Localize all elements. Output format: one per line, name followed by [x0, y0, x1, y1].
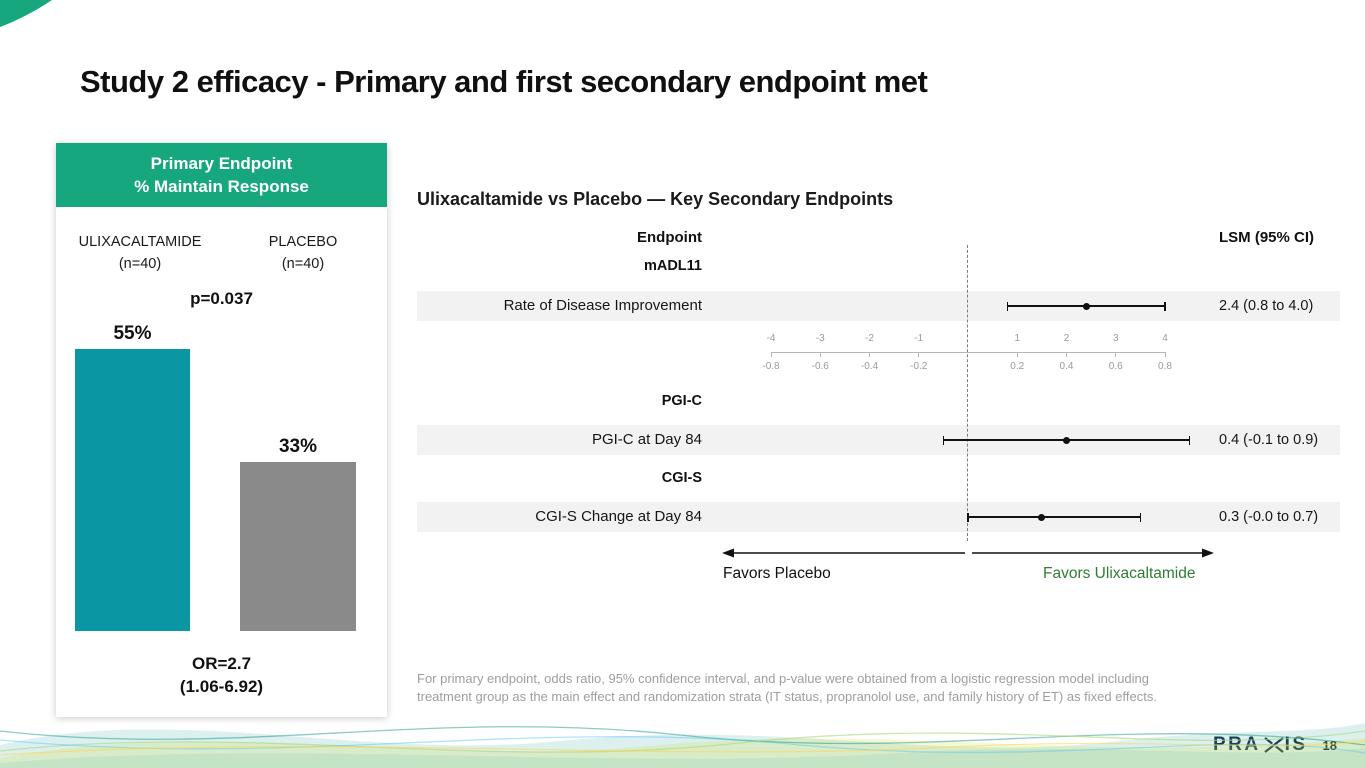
logo-text-right: IS: [1284, 734, 1308, 755]
axis-tick-mark: [819, 352, 821, 357]
axis-tick-mark: [869, 352, 870, 357]
footer: PRA IS 18: [1213, 734, 1337, 756]
axis-tick-label-top: -3: [815, 333, 825, 344]
group-label-pgic: PGI-C: [661, 393, 702, 409]
group-label-cgis: CGI-S: [661, 470, 702, 486]
ci-line: [968, 516, 1141, 518]
logo-text-left: PRA: [1212, 734, 1261, 755]
praxis-logo: PRA IS: [1213, 734, 1308, 756]
logo-x-icon: [1263, 737, 1284, 753]
axis-tick-mark: [1016, 352, 1018, 357]
axis-tick-label-bottom: 0.8: [1158, 361, 1172, 372]
ci-cap-high: [1164, 301, 1166, 311]
forest-row-stripe: [417, 502, 1340, 532]
axis-tick-label-bottom: -0.2: [910, 361, 928, 372]
odds-ratio-line2: (1.06-6.92): [179, 676, 264, 696]
ci-cap-low: [1006, 301, 1009, 311]
favors-ulixacaltamide-label: Favors Ulixacaltamide: [1043, 565, 1196, 582]
endpoint-label-row1: Rate of Disease Improvement: [503, 297, 702, 314]
lsm-value-row2: 0.4 (-0.1 to 0.9): [1219, 432, 1319, 448]
ci-cap-high: [1188, 435, 1191, 445]
axis-tick-label-top: -2: [865, 333, 874, 344]
primary-endpoint-header: Primary Endpoint % Maintain Response: [56, 143, 387, 207]
page-number: 18: [1322, 737, 1337, 753]
bar-rect-ulixacaltamide: [75, 348, 190, 631]
bar-column-placebo: 33%: [240, 436, 356, 631]
axis-tick-label-top: 2: [1063, 333, 1070, 344]
ci-dot: [1038, 513, 1046, 521]
group-name: PLACEBO: [268, 234, 338, 250]
group-label-ulixacaltamide: ULIXACALTAMIDE (n=40): [60, 231, 220, 276]
primary-endpoint-header-line1: Primary Endpoint: [150, 154, 293, 173]
column-header-endpoint: Endpoint: [637, 229, 702, 246]
p-value: p=0.037: [190, 289, 253, 308]
bar-value-label: 55%: [113, 322, 152, 344]
ci-dot: [1082, 302, 1090, 310]
primary-endpoint-header-line2: % Maintain Response: [134, 176, 309, 196]
lsm-value-row3: 0.3 (-0.0 to 0.7): [1219, 509, 1319, 525]
forest-axis: -4 -3 -2 -1 1 2 3 4 -0.8 -0.6 -0.4 -0.2 0.2 0.4 0.6 0.8: [762, 330, 1172, 374]
axis-tick-mark: [1066, 352, 1067, 357]
ci-cap-low: [967, 512, 969, 522]
axis-tick-label-bottom: 0.2: [1010, 361, 1025, 372]
group-label-placebo: PLACEBO (n=40): [223, 231, 383, 276]
axis-tick-label-top: 1: [1014, 333, 1021, 344]
axis-tick-mark: [770, 352, 772, 357]
axis-tick-label-bottom: -0.6: [811, 361, 829, 372]
axis-tick-mark: [1164, 352, 1166, 357]
group-label-madl11: mADL11: [643, 258, 702, 274]
forest-plot-title: Ulixacaltamide vs Placebo — Key Secondar…: [417, 189, 894, 209]
favors-placebo-label: Favors Placebo: [723, 565, 831, 582]
primary-endpoint-card: Primary Endpoint % Maintain Response ULI…: [56, 143, 387, 717]
odds-ratio-line1: OR=2.7: [191, 654, 252, 673]
ci-cap-high: [1139, 512, 1142, 522]
bar-value-label: 33%: [278, 435, 318, 457]
axis-tick-label-top: -4: [766, 333, 776, 344]
axis-tick-label-bottom: 0.4: [1059, 361, 1074, 372]
axis-tick-label-bottom: -0.8: [762, 361, 780, 372]
bar-rect-placebo: [240, 461, 356, 631]
axis-line: [771, 352, 1165, 353]
axis-tick-label-top: -1: [914, 333, 924, 344]
column-header-lsm: LSM (95% CI): [1219, 229, 1315, 246]
zero-reference-line: [967, 245, 968, 541]
axis-tick-mark: [1115, 352, 1117, 357]
corner-accent-shape: [0, 0, 52, 27]
axis-tick-label-bottom: -0.4: [860, 361, 879, 372]
ci-cap-low: [942, 435, 945, 445]
ci-dot: [1063, 436, 1070, 444]
endpoint-label-row2: PGI-C at Day 84: [591, 431, 702, 448]
footnote: For primary endpoint, odds ratio, 95% co…: [417, 671, 1157, 704]
axis-tick-label-bottom: 0.6: [1108, 361, 1123, 372]
axis-tick-label-top: 3: [1112, 333, 1119, 344]
axis-tick-mark: [918, 352, 920, 357]
axis-tick-label-top: 4: [1162, 333, 1168, 344]
endpoint-label-row3: CGI-S Change at Day 84: [535, 508, 702, 525]
forest-row-stripe: [417, 291, 1340, 321]
favors-arrows: [722, 548, 1214, 558]
slide-title: Study 2 efficacy - Primary and first sec…: [80, 64, 928, 99]
lsm-value-row1: 2.4 (0.8 to 4.0): [1219, 298, 1314, 314]
group-n: (n=40): [118, 256, 162, 273]
forest-plot-area: [771, 245, 1191, 541]
odds-ratio: OR=2.7 (1.06-6.92): [56, 653, 387, 699]
bar-column-ulixacaltamide: 55%: [75, 323, 190, 631]
group-name: ULIXACALTAMIDE: [78, 234, 202, 250]
group-n: (n=40): [281, 256, 325, 273]
